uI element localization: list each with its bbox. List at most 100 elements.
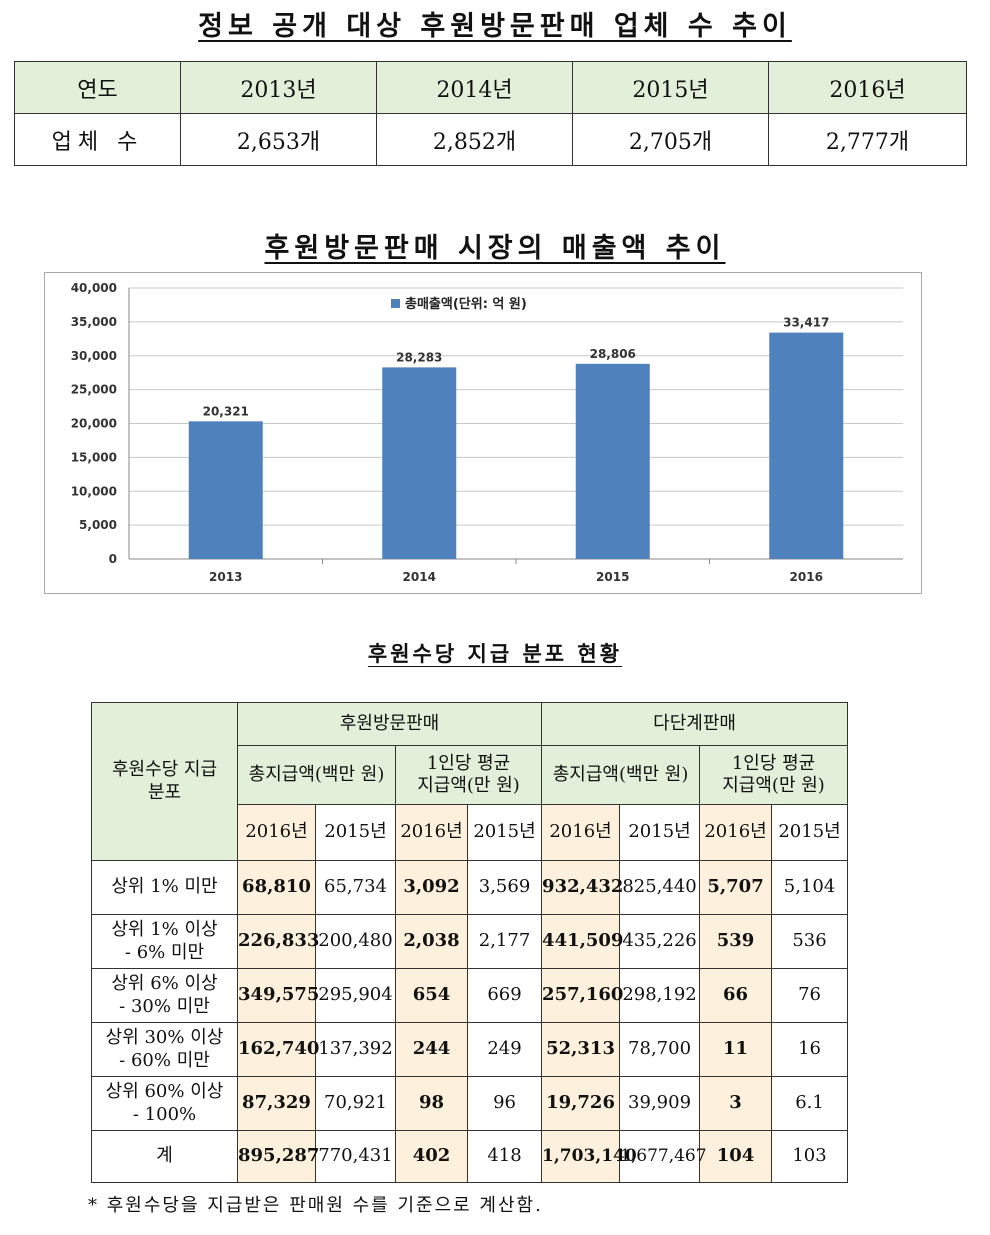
table-cell: 435,226 <box>619 914 701 969</box>
x-tick-label: 2013 <box>209 570 242 584</box>
corner-header: 후원수당 지급 분포 <box>91 702 238 861</box>
table-cell: 2,177 <box>466 914 543 969</box>
header-cell: 2014년 <box>376 61 573 114</box>
table-cell: 96 <box>466 1076 543 1131</box>
header-cell: 2016년 <box>768 61 967 114</box>
table-cell: 349,575 <box>237 968 319 1023</box>
header-cell: 2013년 <box>180 61 377 114</box>
table-row: 총지급액(백만 원) 1인당 평균 지급액(만 원) 총지급액(백만 원) 1인당… <box>92 745 849 805</box>
table-cell: 78,700 <box>619 1022 701 1077</box>
allowance-distribution-table: 후원수당 지급 분포 후원방문판매 다단계판매 총지급액(백만 원) 1인당 평… <box>91 702 849 1183</box>
group-header-b: 다단계판매 <box>541 702 849 746</box>
table-cell: 98 <box>395 1076 468 1131</box>
y-tick-label: 40,000 <box>71 281 117 295</box>
row-label: 상위 60% 이상 - 100% <box>91 1076 238 1131</box>
table-row: 상위 30% 이상 - 60% 미만 162,740 137,392 244 249 52,… <box>91 1022 849 1077</box>
row-label: 상위 6% 이상 - 30% 미만 <box>91 968 238 1023</box>
table-cell: 226,833 <box>237 914 319 969</box>
x-tick-label: 2014 <box>403 570 436 584</box>
bar-value-label: 33,417 <box>783 316 829 330</box>
table-row: 상위 1% 이상 - 6% 미만 226,833 200,480 2,038 2,177 4… <box>91 914 849 969</box>
footnote: * 후원수당을 지급받은 판매원 수를 기준으로 계산함. <box>88 1195 543 1216</box>
header-cell: 2015년 <box>572 61 769 114</box>
table-cell: 5,104 <box>771 860 849 915</box>
x-tick-label: 2016 <box>790 570 823 584</box>
year-header-2015: 2015년 <box>619 804 701 861</box>
bar <box>575 363 650 559</box>
year-header-2016: 2016년 <box>395 804 468 861</box>
bar-value-label: 20,321 <box>203 404 249 418</box>
bar <box>769 332 844 559</box>
y-tick-label: 15,000 <box>71 450 117 464</box>
table-cell: 52,313 <box>541 1022 621 1077</box>
sub-header-avg: 1인당 평균 지급액(만 원) <box>394 745 543 805</box>
table-cell: 162,740 <box>237 1022 319 1077</box>
table-cell: 3,569 <box>466 860 543 915</box>
table-cell: 2,705개 <box>572 113 769 166</box>
row-label: 업체 수 <box>14 113 181 166</box>
sub-header-total: 총지급액(백만 원) <box>237 745 396 805</box>
year-header-2016: 2016년 <box>699 804 773 861</box>
bar-value-label: 28,283 <box>396 350 442 364</box>
section3-title: 후원수당 지급 분포 현황 <box>367 641 623 666</box>
table-cell: 137,392 <box>315 1022 396 1077</box>
y-tick-label: 35,000 <box>71 315 117 329</box>
legend-label: 총매출액(단위: 억 원) <box>405 296 527 312</box>
row-label: 상위 1% 이상 - 6% 미만 <box>91 914 238 969</box>
table-cell: 402 <box>395 1130 468 1183</box>
table-cell: 200,480 <box>315 914 396 969</box>
table-cell: 87,329 <box>237 1076 316 1131</box>
table-cell: 6.1 <box>771 1076 849 1131</box>
table-cell: 932,432 <box>541 860 623 915</box>
sales-chart: 0 5,000 10,000 15,000 20,000 25,000 30,000 35,0… <box>44 272 922 594</box>
year-header-2015: 2015년 <box>466 804 543 861</box>
table-cell: 70,921 <box>315 1076 396 1131</box>
table-cell: 2,653개 <box>180 113 377 166</box>
table-cell: 103 <box>771 1130 849 1183</box>
table-cell: 441,509 <box>541 914 623 969</box>
table-cell: 244 <box>395 1022 468 1077</box>
table-row: 연도 2013년 2014년 2015년 2016년 <box>14 61 967 114</box>
year-header-2016: 2016년 <box>541 804 621 861</box>
bar-value-label: 28,806 <box>590 347 636 361</box>
company-count-table: 연도 2013년 2014년 2015년 2016년 업체 수 2,653개 2… <box>14 61 967 166</box>
sub-header-total: 총지급액(백만 원) <box>541 745 701 805</box>
table-cell: 249 <box>466 1022 543 1077</box>
table-cell: 39,909 <box>619 1076 701 1131</box>
table-cell: 539 <box>699 914 773 969</box>
table-row: 후원수당 지급 분포 후원방문판매 다단계판매 <box>91 702 849 861</box>
table-cell: 3 <box>699 1076 773 1131</box>
table-row: 상위 6% 이상 - 30% 미만 349,575 295,904 654 669 257,… <box>91 968 849 1023</box>
table-row: 2016년 2015년 2016년 2015년 2016년 2015년 2016년 2015년 <box>92 804 849 861</box>
header-cell: 연도 <box>14 61 181 114</box>
legend-swatch <box>391 299 400 308</box>
y-tick-label: 10,000 <box>71 484 117 498</box>
y-tick-label: 0 <box>109 552 117 566</box>
table-cell: 825,440 <box>619 860 701 915</box>
table-cell: 770,431 <box>315 1130 396 1183</box>
table-cell: 11 <box>699 1022 773 1077</box>
table-cell: 1,677,467 <box>619 1130 707 1183</box>
table-cell: 895,287 <box>237 1130 319 1183</box>
bar <box>382 367 457 559</box>
section2-title: 후원방문판매 시장의 매출액 추이 <box>264 233 726 264</box>
y-tick-label: 20,000 <box>71 417 117 431</box>
year-header-2016: 2016년 <box>237 804 316 861</box>
table-cell: 2,852개 <box>376 113 573 166</box>
table-cell: 104 <box>699 1130 773 1183</box>
table-cell: 257,160 <box>541 968 623 1023</box>
y-tick-label: 25,000 <box>71 383 117 397</box>
table-cell: 2,038 <box>395 914 468 969</box>
row-label: 상위 1% 미만 <box>91 860 238 915</box>
table-cell: 654 <box>395 968 468 1023</box>
table-row: 상위 60% 이상 - 100% 87,329 70,921 98 96 19,726 39,… <box>91 1076 849 1131</box>
table-cell: 66 <box>699 968 773 1023</box>
table-cell: 418 <box>466 1130 543 1183</box>
y-tick-label: 30,000 <box>71 349 117 363</box>
row-label: 계 <box>91 1130 238 1183</box>
table-cell: 68,810 <box>237 860 316 915</box>
table-cell: 3,092 <box>395 860 468 915</box>
x-tick-label: 2015 <box>596 570 629 584</box>
section1-title: 정보 공개 대상 후원방문판매 업체 수 추이 <box>198 11 792 42</box>
table-cell: 295,904 <box>315 968 396 1023</box>
